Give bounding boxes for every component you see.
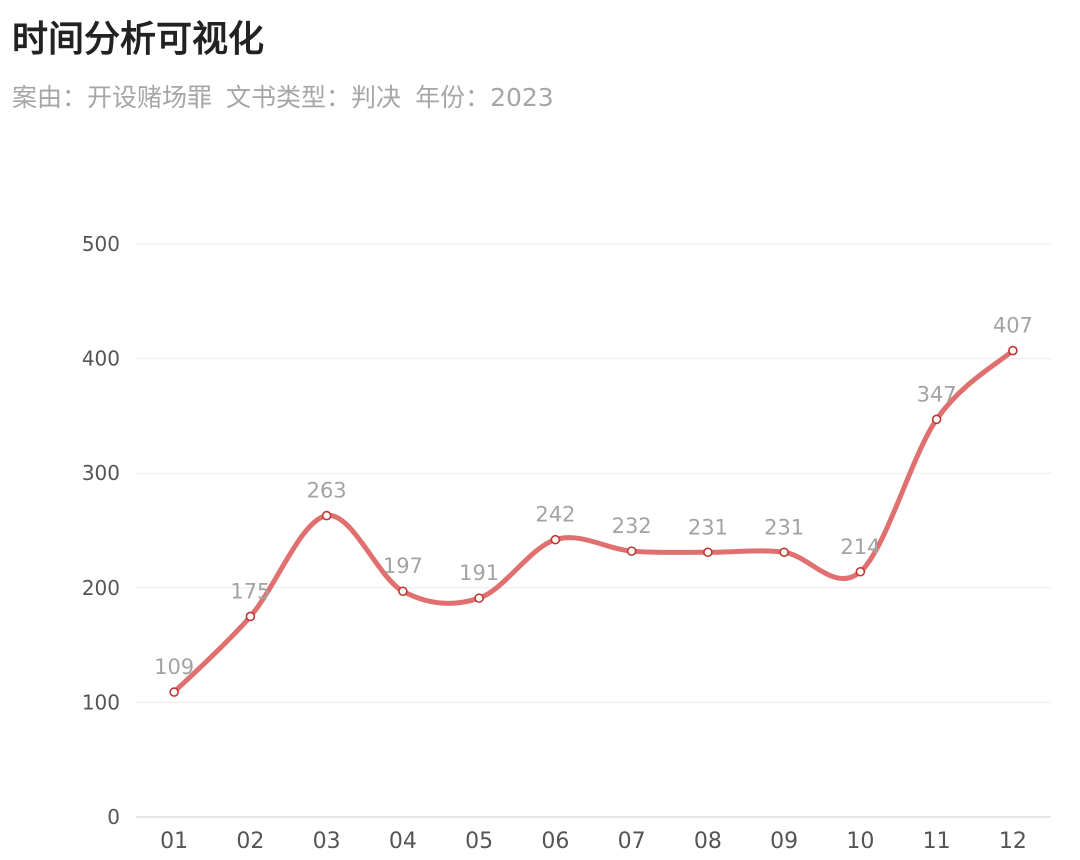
data-point	[398, 586, 408, 597]
x-tick-label: 09	[770, 829, 798, 854]
data-label: 231	[688, 515, 728, 539]
data-point	[550, 534, 561, 545]
x-tick-label: 06	[541, 829, 569, 854]
data-label: 175	[230, 579, 270, 603]
data-label: 197	[383, 554, 423, 578]
data-label: 191	[459, 561, 499, 585]
filter-summary: 案由：开设赌场罪 文书类型：判决 年份：2023	[12, 80, 554, 116]
data-point	[855, 566, 866, 577]
data-label: 347	[917, 382, 957, 406]
data-labels: 109 175 263 197 191 242 232 231 231 214 347 407	[154, 314, 1033, 680]
x-tick-label: 04	[389, 829, 417, 854]
data-label: 263	[307, 479, 347, 503]
x-tick-label: 03	[313, 829, 341, 854]
data-point	[474, 593, 484, 603]
data-point	[626, 546, 637, 556]
doc-type-value: 判决	[351, 83, 402, 112]
data-label: 242	[535, 503, 575, 527]
y-tick-label: 200	[82, 576, 120, 600]
y-tick-label: 0	[107, 805, 120, 829]
data-points	[169, 345, 1018, 697]
data-point	[779, 547, 789, 558]
y-axis-ticks: 0 100 200 300 400 500	[82, 232, 120, 829]
case-type-value: 开设赌场罪	[87, 83, 213, 112]
x-tick-label: 08	[694, 829, 722, 854]
doc-type-label: 文书类型：	[226, 83, 352, 112]
data-point	[321, 510, 332, 521]
x-axis-ticks: 01 02 03 04 05 06 07 08 09 10 11 12	[160, 829, 1027, 854]
data-point	[1008, 345, 1018, 356]
year-value: 2023	[490, 83, 554, 112]
x-tick-label: 05	[465, 829, 493, 854]
year-label: 年份：	[415, 83, 491, 112]
data-point	[169, 687, 179, 697]
data-point	[703, 547, 713, 558]
y-tick-label: 500	[82, 232, 120, 256]
x-tick-label: 07	[618, 829, 646, 854]
series-line-path	[171, 348, 1016, 695]
series-line	[171, 348, 1016, 695]
data-label: 231	[764, 515, 804, 539]
case-type-label: 案由：	[12, 83, 88, 112]
data-label: 232	[612, 514, 652, 538]
data-label: 109	[154, 655, 194, 679]
x-tick-label: 02	[236, 829, 264, 854]
y-tick-label: 400	[82, 347, 120, 371]
y-tick-label: 300	[82, 461, 120, 485]
x-tick-label: 11	[923, 829, 951, 854]
data-label: 407	[993, 314, 1033, 338]
data-label: 214	[840, 535, 880, 559]
data-point	[931, 414, 942, 425]
x-tick-label: 10	[846, 829, 874, 854]
page-title: 时间分析可视化	[12, 19, 265, 60]
x-tick-label: 01	[160, 829, 188, 854]
data-point	[245, 611, 256, 622]
y-tick-label: 100	[82, 690, 120, 714]
grid-lines	[136, 243, 1051, 818]
x-tick-label: 12	[999, 829, 1027, 854]
